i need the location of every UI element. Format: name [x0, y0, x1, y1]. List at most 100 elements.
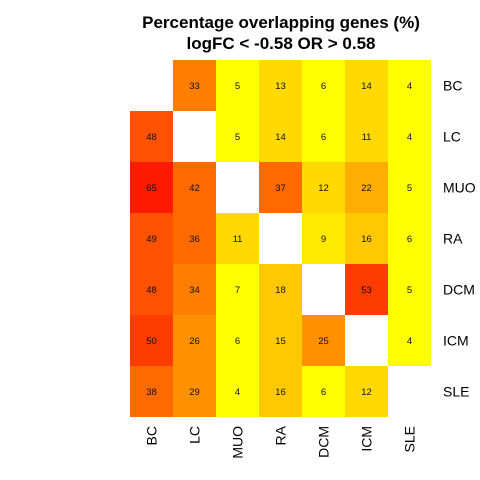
- cell-value-label: 37: [275, 183, 286, 194]
- cell-value-label: 53: [361, 285, 372, 296]
- cell-value-label: 50: [146, 336, 157, 347]
- cell-value-label: 42: [189, 183, 200, 194]
- heatmap-cell: [259, 264, 302, 315]
- heatmap-cell: [216, 264, 259, 315]
- cell-value-label: 4: [407, 81, 412, 92]
- cell-value-label: 6: [321, 132, 326, 143]
- heatmap-cell: [259, 111, 302, 162]
- heatmap-cell: [173, 366, 216, 417]
- heatmap-cell: [173, 315, 216, 366]
- heatmap-cell: [302, 366, 345, 417]
- cell-value-label: 34: [189, 285, 200, 296]
- cell-value-label: 5: [235, 81, 240, 92]
- heatmap-cell: [216, 366, 259, 417]
- column-label: ICM: [359, 426, 375, 452]
- column-label: BC: [144, 426, 160, 445]
- cell-value-label: 6: [321, 81, 326, 92]
- column-labels: BC LC MUO RA DCM ICM SLE: [144, 425, 418, 458]
- heatmap-cell: [302, 315, 345, 366]
- cell-value-label: 65: [146, 183, 157, 194]
- row-label: SLE: [443, 384, 469, 400]
- heatmap-cell: [345, 315, 388, 366]
- heatmap-cell: [388, 366, 431, 417]
- heatmap-cell: [216, 213, 259, 264]
- row-label: RA: [443, 231, 463, 247]
- cell-value-label: 12: [361, 387, 372, 398]
- cell-value-label: 4: [407, 336, 412, 347]
- heatmap-cell: [173, 264, 216, 315]
- heatmap-cells: 33 5 13 6 14 448 5 14 6 11 465 42 37 12 22 549 36 11 9 16 64…: [130, 60, 431, 417]
- heatmap-cell: [302, 264, 345, 315]
- heatmap-cell: [216, 162, 259, 213]
- cell-value-label: 22: [361, 183, 372, 194]
- column-label: SLE: [402, 426, 418, 452]
- column-label: DCM: [316, 426, 332, 458]
- heatmap-cell: [345, 213, 388, 264]
- cell-value-label: 5: [407, 183, 412, 194]
- cell-value-label: 15: [275, 336, 286, 347]
- heatmap-cell: [216, 111, 259, 162]
- cell-value-label: 11: [362, 132, 372, 143]
- cell-value-label: 6: [321, 387, 326, 398]
- heatmap-cell: [388, 111, 431, 162]
- heatmap-cell: [388, 264, 431, 315]
- heatmap-cell: [388, 213, 431, 264]
- cell-value-label: 36: [189, 234, 200, 245]
- cell-value-label: 16: [361, 234, 372, 245]
- heatmap-cell: [130, 264, 173, 315]
- heatmap-cell: [216, 60, 259, 111]
- row-label: DCM: [443, 282, 475, 298]
- heatmap-cell: [130, 213, 173, 264]
- heatmap-cell: [173, 162, 216, 213]
- cell-value-label: 13: [275, 81, 286, 92]
- heatmap-cell: [259, 213, 302, 264]
- column-label: RA: [273, 425, 289, 445]
- column-label: MUO: [230, 426, 246, 459]
- cell-value-label: 49: [146, 234, 157, 245]
- row-label: BC: [443, 78, 462, 94]
- cell-value-label: 4: [235, 387, 240, 398]
- cell-value-label: 4: [407, 132, 412, 143]
- heatmap-cell: [173, 60, 216, 111]
- heatmap-cell: [345, 264, 388, 315]
- heatmap-cell: [173, 111, 216, 162]
- heatmap-cell: [130, 366, 173, 417]
- heatmap-cell: [388, 315, 431, 366]
- cell-value-label: 7: [235, 285, 240, 296]
- cell-value-label: 5: [235, 132, 240, 143]
- cell-value-label: 18: [275, 285, 286, 296]
- heatmap-cell: [345, 162, 388, 213]
- column-label: LC: [187, 426, 203, 444]
- heatmap-cell: [345, 111, 388, 162]
- heatmap-cell: [388, 60, 431, 111]
- heatmap-cell: [345, 366, 388, 417]
- cell-value-label: 29: [189, 387, 200, 398]
- cell-value-label: 5: [407, 285, 412, 296]
- chart-subtitle: logFC < -0.58 OR > 0.58: [187, 34, 376, 53]
- row-label: MUO: [443, 180, 476, 196]
- heatmap-cell: [259, 60, 302, 111]
- heatmap-cell: [259, 315, 302, 366]
- cell-value-label: 6: [407, 234, 412, 245]
- cell-value-label: 38: [146, 387, 157, 398]
- heatmap-cell: [216, 315, 259, 366]
- heatmap-cell: [173, 213, 216, 264]
- row-label: LC: [443, 129, 461, 145]
- heatmap-cell: [130, 315, 173, 366]
- heatmap-cell: [345, 60, 388, 111]
- cell-value-label: 48: [146, 285, 157, 296]
- cell-value-label: 12: [318, 183, 329, 194]
- chart-title: Percentage overlapping genes (%): [142, 13, 420, 32]
- cell-value-label: 16: [275, 387, 286, 398]
- row-labels: BC LC MUO RA DCM ICM SLE: [443, 78, 476, 400]
- heatmap-cell: [130, 60, 173, 111]
- cell-value-label: 14: [275, 132, 286, 143]
- cell-value-label: 33: [189, 81, 200, 92]
- cell-value-label: 25: [318, 336, 329, 347]
- heatmap-cell: [130, 111, 173, 162]
- cell-value-label: 14: [361, 81, 372, 92]
- cell-value-label: 48: [146, 132, 157, 143]
- cell-value-label: 11: [233, 234, 243, 245]
- row-label: ICM: [443, 333, 469, 349]
